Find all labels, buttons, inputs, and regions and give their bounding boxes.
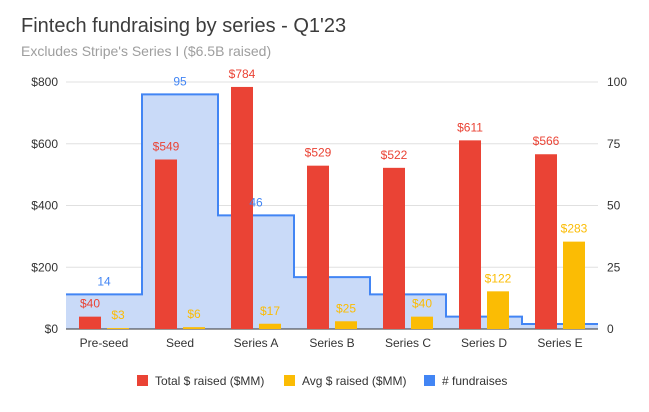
y-right-tick-label: 75 — [607, 137, 621, 151]
avg-raised-label: $6 — [187, 307, 201, 321]
total-raised-bar — [307, 165, 329, 329]
avg-raised-label: $17 — [260, 304, 280, 318]
total-raised-label: $529 — [305, 146, 332, 160]
avg-raised-label: $25 — [336, 301, 356, 315]
x-tick-label: Seed — [166, 336, 194, 350]
y-left-tick-label: $200 — [31, 260, 58, 274]
avg-raised-label: $3 — [111, 308, 125, 322]
total-raised-bar — [155, 159, 177, 329]
total-raised-bar — [231, 86, 253, 329]
avg-raised-bar — [107, 328, 129, 329]
y-right-tick-label: 25 — [607, 260, 621, 274]
y-left-tick-label: $800 — [31, 75, 58, 89]
legend-swatch — [137, 375, 148, 386]
y-left-tick-label: $600 — [31, 137, 58, 151]
legend-swatch — [284, 375, 295, 386]
avg-raised-label: $283 — [561, 222, 588, 236]
fundraises-label: 95 — [173, 74, 187, 88]
avg-raised-bar — [487, 291, 509, 329]
total-raised-bar — [79, 316, 101, 329]
y-right-tick-label: 0 — [607, 322, 614, 336]
x-tick-label: Series A — [234, 336, 279, 350]
total-raised-bar — [535, 154, 557, 329]
legend-label: # fundraises — [442, 374, 507, 388]
x-tick-label: Series C — [385, 336, 431, 350]
y-left-tick-label: $0 — [45, 322, 59, 336]
total-raised-label: $566 — [533, 134, 560, 148]
avg-raised-bar — [563, 241, 585, 329]
x-tick-label: Series E — [537, 336, 582, 350]
chart-title: Fintech fundraising by series - Q1'23 — [21, 15, 347, 37]
y-right-tick-label: 50 — [607, 199, 621, 213]
chart-subtitle: Excludes Stripe's Series I ($6.5B raised… — [21, 43, 272, 59]
y-left-tick-label: $400 — [31, 199, 58, 213]
fundraises-label: 46 — [249, 195, 263, 209]
avg-raised-label: $40 — [412, 297, 432, 311]
avg-raised-bar — [259, 323, 281, 329]
total-raised-label: $549 — [153, 139, 180, 153]
avg-raised-bar — [335, 321, 357, 329]
total-raised-label: $611 — [457, 120, 483, 134]
total-raised-label: $784 — [229, 67, 256, 81]
fundraises-area — [66, 94, 598, 329]
total-raised-label: $40 — [80, 297, 100, 311]
y-right-tick-label: 100 — [607, 75, 627, 89]
fundraises-line — [66, 93, 598, 326]
total-raised-bar — [383, 167, 405, 329]
avg-raised-bar — [411, 316, 433, 329]
legend-label: Avg $ raised ($MM) — [302, 374, 406, 388]
x-tick-label: Pre-seed — [80, 336, 129, 350]
fundraises-label: 14 — [97, 274, 111, 288]
avg-raised-label: $122 — [485, 271, 512, 285]
total-raised-label: $522 — [381, 148, 408, 162]
legend-label: Total $ raised ($MM) — [155, 374, 264, 388]
total-raised-bar — [459, 140, 481, 329]
x-tick-label: Series B — [309, 336, 354, 350]
legend-swatch — [424, 375, 435, 386]
avg-raised-bar — [183, 327, 205, 329]
x-tick-label: Series D — [461, 336, 507, 350]
